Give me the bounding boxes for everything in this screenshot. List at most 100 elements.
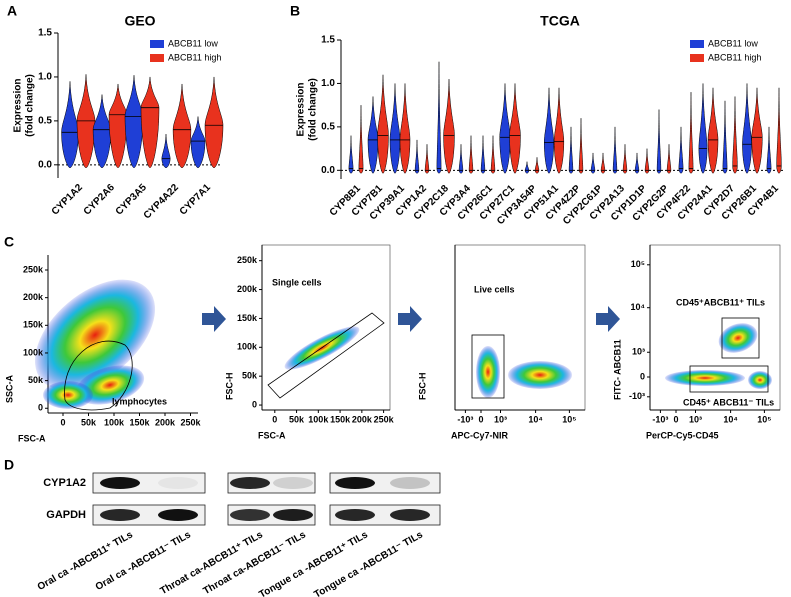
x-tick-label: -10³ <box>457 414 473 424</box>
violin <box>499 83 511 174</box>
y-tick-label: 0.5 <box>38 116 52 127</box>
lane-label: Tongue ca -ABCB11⁺ TILs <box>257 529 370 597</box>
violin <box>534 157 540 174</box>
x-tick-label: CYP1A2 <box>50 182 86 218</box>
x-tick-label: 250k <box>180 417 201 427</box>
panel-label: A <box>7 3 17 19</box>
blot-band <box>390 477 430 489</box>
violin <box>751 87 763 174</box>
violin <box>108 83 128 169</box>
blot-band <box>273 509 313 521</box>
x-tick-label: 200k <box>155 417 176 427</box>
blot-band <box>273 477 313 489</box>
legend-label: ABCB11 low <box>708 38 758 48</box>
x-tick-label: 250k <box>374 414 395 424</box>
y-tick-label: 250k <box>23 264 44 274</box>
violin <box>509 83 521 174</box>
gate <box>471 334 505 399</box>
panel-label: D <box>4 457 14 473</box>
legend-label: ABCB11 high <box>168 52 221 62</box>
x-axis-label: FSC-A <box>18 433 46 443</box>
x-tick-label: 0 <box>272 414 277 424</box>
blot-band <box>100 477 140 489</box>
y-tick-label: 1.0 <box>321 78 335 89</box>
x-tick-label: 150k <box>330 414 351 424</box>
violin <box>92 94 112 169</box>
y-axis-label: (fold change) <box>25 74 36 137</box>
y-axis-label: FITC- ABCB11 <box>612 339 622 400</box>
violin <box>578 118 584 174</box>
violin <box>399 83 411 174</box>
x-tick-label: 50k <box>289 414 305 424</box>
violin <box>678 126 684 174</box>
x-tick-label: 0 <box>673 414 678 424</box>
plot-frame <box>261 244 391 411</box>
y-tick-label: 250k <box>237 255 258 265</box>
x-tick-label: 50k <box>81 417 97 427</box>
y-tick-label: 1.5 <box>321 35 335 46</box>
violin <box>766 126 772 174</box>
gate-label: CD45⁺ ABCB11⁻ TILs <box>683 397 774 407</box>
violin <box>544 87 554 174</box>
chart-title: GEO <box>124 13 155 29</box>
x-tick-label: CYP7A1 <box>178 182 214 218</box>
violin <box>61 81 79 169</box>
y-tick-label: 150k <box>23 320 44 330</box>
legend-label: ABCB11 low <box>168 38 218 48</box>
violin <box>612 126 618 174</box>
y-tick-label: 0 <box>252 399 257 409</box>
violin <box>358 105 364 174</box>
y-tick-label: 50k <box>28 375 44 385</box>
y-tick-label: 10⁴ <box>631 302 645 312</box>
y-tick-label: 150k <box>237 313 258 323</box>
blot-band <box>335 509 375 521</box>
violin <box>656 109 662 174</box>
y-tick-label: -10³ <box>629 391 645 401</box>
cell-population <box>665 370 745 386</box>
violin <box>190 116 206 169</box>
gate <box>64 340 133 411</box>
violin <box>124 75 144 169</box>
y-tick-label: 200k <box>237 284 258 294</box>
blot-band <box>230 477 270 489</box>
legend-label: ABCB11 high <box>708 52 761 62</box>
violin <box>644 148 650 174</box>
protein-label: CYP1A2 <box>43 477 86 489</box>
chart-title: TCGA <box>540 13 580 29</box>
y-tick-label: 10⁵ <box>631 259 645 269</box>
x-tick-label: 100k <box>104 417 125 427</box>
x-tick-label: 10⁴ <box>723 414 737 424</box>
panel-label: B <box>290 3 300 19</box>
flow-plot: Live cells -10³ 0 10³ 10⁴ 10⁵ APC-Cy7-NIR FSC-H <box>417 244 586 440</box>
y-tick-label: 0 <box>640 371 645 381</box>
legend-swatch <box>690 54 704 62</box>
lane-label: Oral ca -ABCB11⁺ TILs <box>36 529 135 593</box>
y-axis-label: Expression <box>13 79 24 133</box>
x-tick-label: 100k <box>308 414 329 424</box>
violin <box>634 152 640 174</box>
violin <box>172 83 192 169</box>
x-tick-label: CYP4A22 <box>142 182 182 222</box>
gate-label: CD45⁺ABCB11⁺ TILs <box>676 297 765 307</box>
arrow <box>398 306 422 332</box>
violin <box>490 135 496 174</box>
gate <box>267 312 385 399</box>
gate <box>689 365 769 393</box>
y-axis-label: (fold change) <box>308 78 319 141</box>
arrow <box>202 306 226 332</box>
y-axis-label: FSC-H <box>417 373 427 401</box>
violin <box>666 144 672 174</box>
violin <box>468 135 474 174</box>
violin <box>732 96 738 174</box>
x-tick-label: 10³ <box>494 414 507 424</box>
violin <box>377 74 389 174</box>
y-tick-label: 10³ <box>632 347 645 357</box>
violin <box>348 135 354 174</box>
blot-band <box>335 477 375 489</box>
violin <box>776 87 782 174</box>
violin <box>204 76 224 169</box>
violin <box>688 92 694 174</box>
y-axis-label: Expression <box>296 83 307 137</box>
